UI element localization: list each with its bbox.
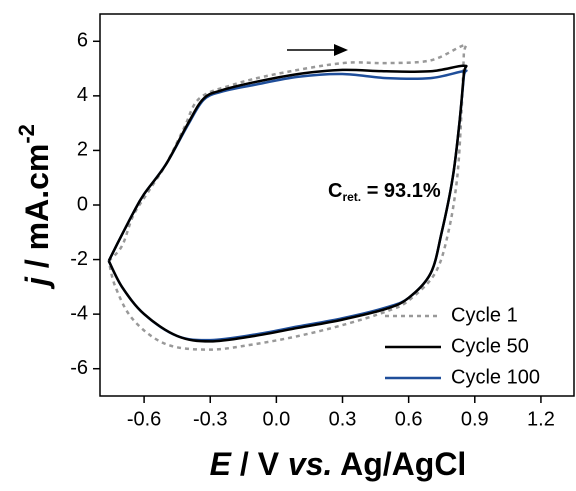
cv-curve <box>107 69 468 342</box>
x-tick-label: 1.2 <box>527 408 555 430</box>
y-title-part: -2 <box>14 124 39 144</box>
annotation-part: = 93.1% <box>361 180 441 202</box>
x-title-part: Ag/AgCl <box>332 446 466 482</box>
y-title-part: j <box>19 276 55 290</box>
y-tick-label: 2 <box>77 139 88 161</box>
y-tick-label: 0 <box>77 193 88 215</box>
y-tick-label: 6 <box>77 30 88 52</box>
scan-arrow-head <box>334 44 348 56</box>
x-title-part: vs. <box>288 446 332 482</box>
annotation-part: ret. <box>342 190 361 204</box>
x-tick-label: -0.6 <box>127 408 161 430</box>
cv-curve <box>107 64 468 343</box>
y-tick-label: 4 <box>77 84 88 106</box>
x-tick-label: 0.3 <box>329 408 357 430</box>
x-title-part: / V <box>231 446 288 482</box>
x-tick-label: 0.6 <box>395 408 423 430</box>
y-tick-label: -2 <box>70 248 88 270</box>
y-tick-label: -4 <box>70 302 88 324</box>
x-title-part: E <box>210 446 233 482</box>
legend-label: Cycle 100 <box>451 366 540 388</box>
x-tick-label: 0.9 <box>461 408 489 430</box>
legend-label: Cycle 1 <box>451 304 518 326</box>
y-title-part: / mA.cm <box>19 144 55 277</box>
annotation-part: C <box>328 180 342 202</box>
x-tick-label: -0.3 <box>193 408 227 430</box>
x-tick-label: 0.0 <box>262 408 290 430</box>
y-tick-label: -6 <box>70 357 88 379</box>
y-axis-title: j / mA.cm-2 <box>14 124 56 290</box>
x-axis-title: E / V vs. Ag/AgCl <box>210 446 467 482</box>
annotation: Cret. = 93.1% <box>328 180 441 204</box>
legend-label: Cycle 50 <box>451 335 529 357</box>
